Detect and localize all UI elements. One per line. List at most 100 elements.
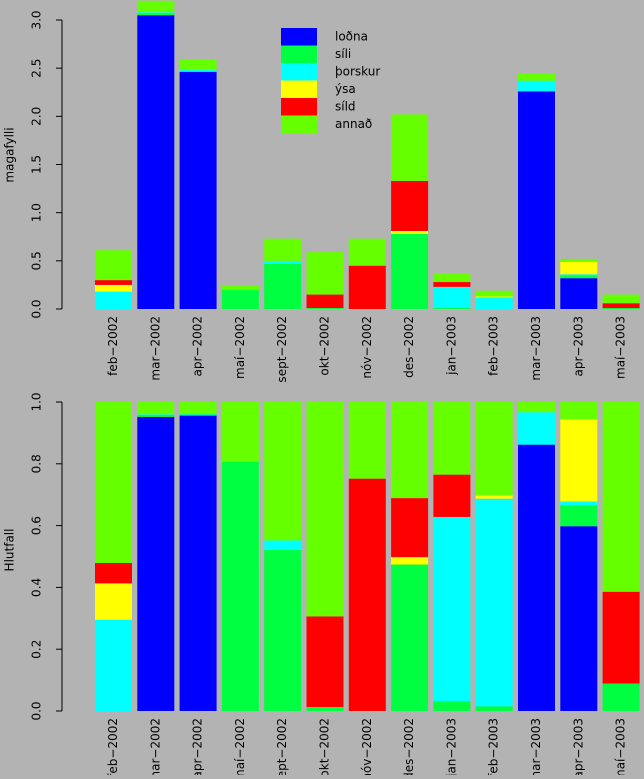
bar-segment-síli xyxy=(264,263,302,309)
bar-segment-ýsa xyxy=(560,419,598,502)
legend: loðna síli þorskur ýsa síld annað xyxy=(281,28,380,133)
bar-segment-þorskur xyxy=(560,274,598,276)
bar-segment-annað xyxy=(137,402,175,415)
bar-segment-annað xyxy=(179,402,217,414)
bar-segment-loðna xyxy=(137,416,175,711)
bar-segment-annað xyxy=(306,252,344,295)
bar-segment-annað xyxy=(433,273,471,283)
x-tick-label: feb−2002 xyxy=(106,718,120,775)
bar-segment-annað xyxy=(391,114,429,181)
x-tick-label: okt−2002 xyxy=(318,718,332,775)
bar-segment-loðna xyxy=(179,415,217,711)
bar-segment-síld xyxy=(602,303,640,309)
bar-segment-síli xyxy=(391,564,429,711)
bar-segment-síld xyxy=(391,498,429,558)
legend-label: þorskur xyxy=(335,64,380,78)
bar-segment-síld xyxy=(433,474,471,517)
bar-segment-loðna xyxy=(560,278,598,309)
x-tick-label: feb−2003 xyxy=(487,316,501,376)
x-tick-label: nóv−2002 xyxy=(360,316,374,379)
bar-segment-ýsa xyxy=(391,557,429,565)
bar-segment-annað xyxy=(602,402,640,592)
x-tick-label: feb−2003 xyxy=(487,718,501,775)
bar-segment-þorskur xyxy=(560,501,598,506)
bar-segment-loðna xyxy=(518,91,555,309)
y-tick-label: 3.0 xyxy=(30,10,44,29)
x-tick-label: maí−2002 xyxy=(233,718,247,775)
chart-panel-1: 0.0 0.5 1.0 1.5 2.0 2.5 3.0 magafylli feb−2002 ma… xyxy=(3,0,640,383)
bar-segment-þorskur xyxy=(264,540,302,551)
bar-segment-annað xyxy=(602,294,640,304)
x-tick-label: mar−2002 xyxy=(148,316,162,381)
bar-segment-ýsa xyxy=(475,296,513,298)
bar-segment-síld xyxy=(306,616,344,707)
bar-segment-síld xyxy=(391,180,429,231)
bar-segment-annað xyxy=(221,285,259,290)
y-tick-label: 0.8 xyxy=(30,454,44,473)
bar-segment-síli xyxy=(475,706,513,711)
bar-segment-þorskur xyxy=(518,80,555,92)
y-tick-label: 2.0 xyxy=(30,107,44,126)
legend-label: loðna xyxy=(335,29,368,43)
bar-segment-loðna xyxy=(179,72,217,310)
bar-segment-þorskur xyxy=(179,70,217,72)
bar-segment-annað xyxy=(518,402,555,413)
legend-swatch xyxy=(281,98,317,116)
legend-swatch xyxy=(281,80,317,98)
bar-segment-annað xyxy=(391,402,429,499)
bar-segment-þorskur xyxy=(433,516,471,702)
bar-segment-síli xyxy=(433,701,471,711)
y-axis-label: magafylli xyxy=(3,127,17,182)
x-tick-label: mar−2003 xyxy=(529,316,543,381)
x-tick-label: jan−2003 xyxy=(444,316,458,376)
bar-segment-síli xyxy=(179,71,217,73)
bar-segment-annað xyxy=(264,402,302,541)
bar-segment-þorskur xyxy=(95,291,132,309)
bar-segment-annað xyxy=(475,402,513,496)
bar-segment-ýsa xyxy=(391,230,429,234)
legend-swatch xyxy=(281,115,317,133)
bar-segment-síld xyxy=(95,562,132,584)
legend-label: síli xyxy=(335,47,351,61)
bar-segment-þorskur xyxy=(264,260,302,264)
bar-segment-síli xyxy=(179,414,217,416)
y-tick-label: 1.0 xyxy=(30,392,44,411)
x-tick-label: nóv−2002 xyxy=(360,718,374,775)
y-tick-label: 0.2 xyxy=(30,640,44,659)
legend-label: ýsa xyxy=(335,82,356,96)
x-tick-label: sept−2002 xyxy=(275,316,289,383)
bar-segment-síli xyxy=(602,308,640,309)
bar-segment-síli xyxy=(560,505,598,527)
x-tick-label: apr−2003 xyxy=(571,718,585,775)
bar-segment-þorskur xyxy=(475,297,513,309)
x-tick-label: des−2002 xyxy=(402,316,416,378)
bar-segment-annað xyxy=(348,238,386,266)
bar-segment-þorskur xyxy=(137,12,175,14)
bar-segment-þorskur xyxy=(137,414,175,415)
x-tick-label: apr−2002 xyxy=(191,316,205,377)
bar-segment-þorskur xyxy=(518,412,555,445)
bar-segment-annað xyxy=(179,59,217,71)
y-tick-label: 1.0 xyxy=(30,203,44,222)
y-tick-label: 0.5 xyxy=(30,251,44,270)
bar-segment-þorskur xyxy=(95,619,132,711)
x-tick-label: jan−2003 xyxy=(444,718,458,775)
bar-segment-síli xyxy=(221,461,259,711)
bar-segment-síli xyxy=(560,275,598,279)
bar-segment-ýsa xyxy=(95,284,132,292)
bar-segment-annað xyxy=(348,402,386,479)
bar-segment-síld xyxy=(306,294,344,309)
bar-segment-ýsa xyxy=(475,495,513,499)
bar-segment-annað xyxy=(137,0,175,13)
x-tick-label: maí−2003 xyxy=(614,316,628,379)
bar-segment-annað xyxy=(560,258,598,262)
bar-segment-síli xyxy=(602,683,640,711)
bar-segment-síld xyxy=(348,478,386,711)
legend-swatch xyxy=(281,28,317,46)
bar-segment-ýsa xyxy=(95,583,132,620)
bar-segment-síli xyxy=(391,233,429,309)
bar-segment-síld xyxy=(348,265,386,309)
bar-segment-síld xyxy=(433,282,471,287)
bar-segment-loðna xyxy=(137,15,175,310)
y-tick-label: 2.5 xyxy=(30,59,44,78)
